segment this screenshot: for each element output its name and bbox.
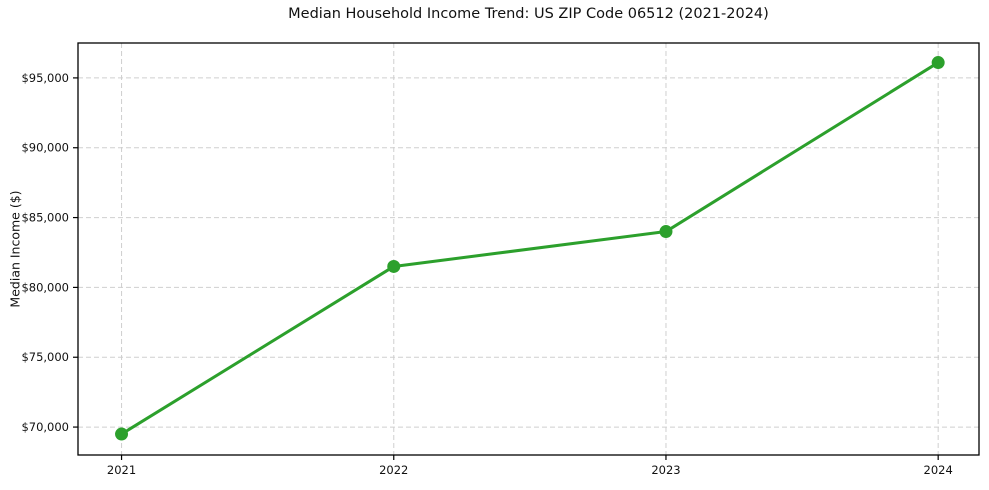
y-tick-label: $95,000 [21, 71, 69, 85]
y-tick-label: $75,000 [21, 350, 69, 364]
y-tick-label: $70,000 [21, 420, 69, 434]
y-tick-label: $80,000 [21, 280, 69, 294]
y-tick-label: $85,000 [21, 211, 69, 225]
data-point-marker [659, 225, 673, 239]
y-tick-label: $90,000 [21, 141, 69, 155]
data-point-marker [931, 56, 945, 70]
chart-title: Median Household Income Trend: US ZIP Co… [288, 6, 769, 22]
income-trend-line [120, 61, 940, 436]
x-tick-label: 2024 [924, 463, 953, 477]
plot-border [77, 42, 980, 456]
x-tick-label: 2022 [379, 463, 408, 477]
data-point-marker [115, 427, 129, 441]
x-tick-label: 2023 [651, 463, 680, 477]
x-tick-label: 2021 [107, 463, 136, 477]
data-point-marker [387, 259, 401, 273]
